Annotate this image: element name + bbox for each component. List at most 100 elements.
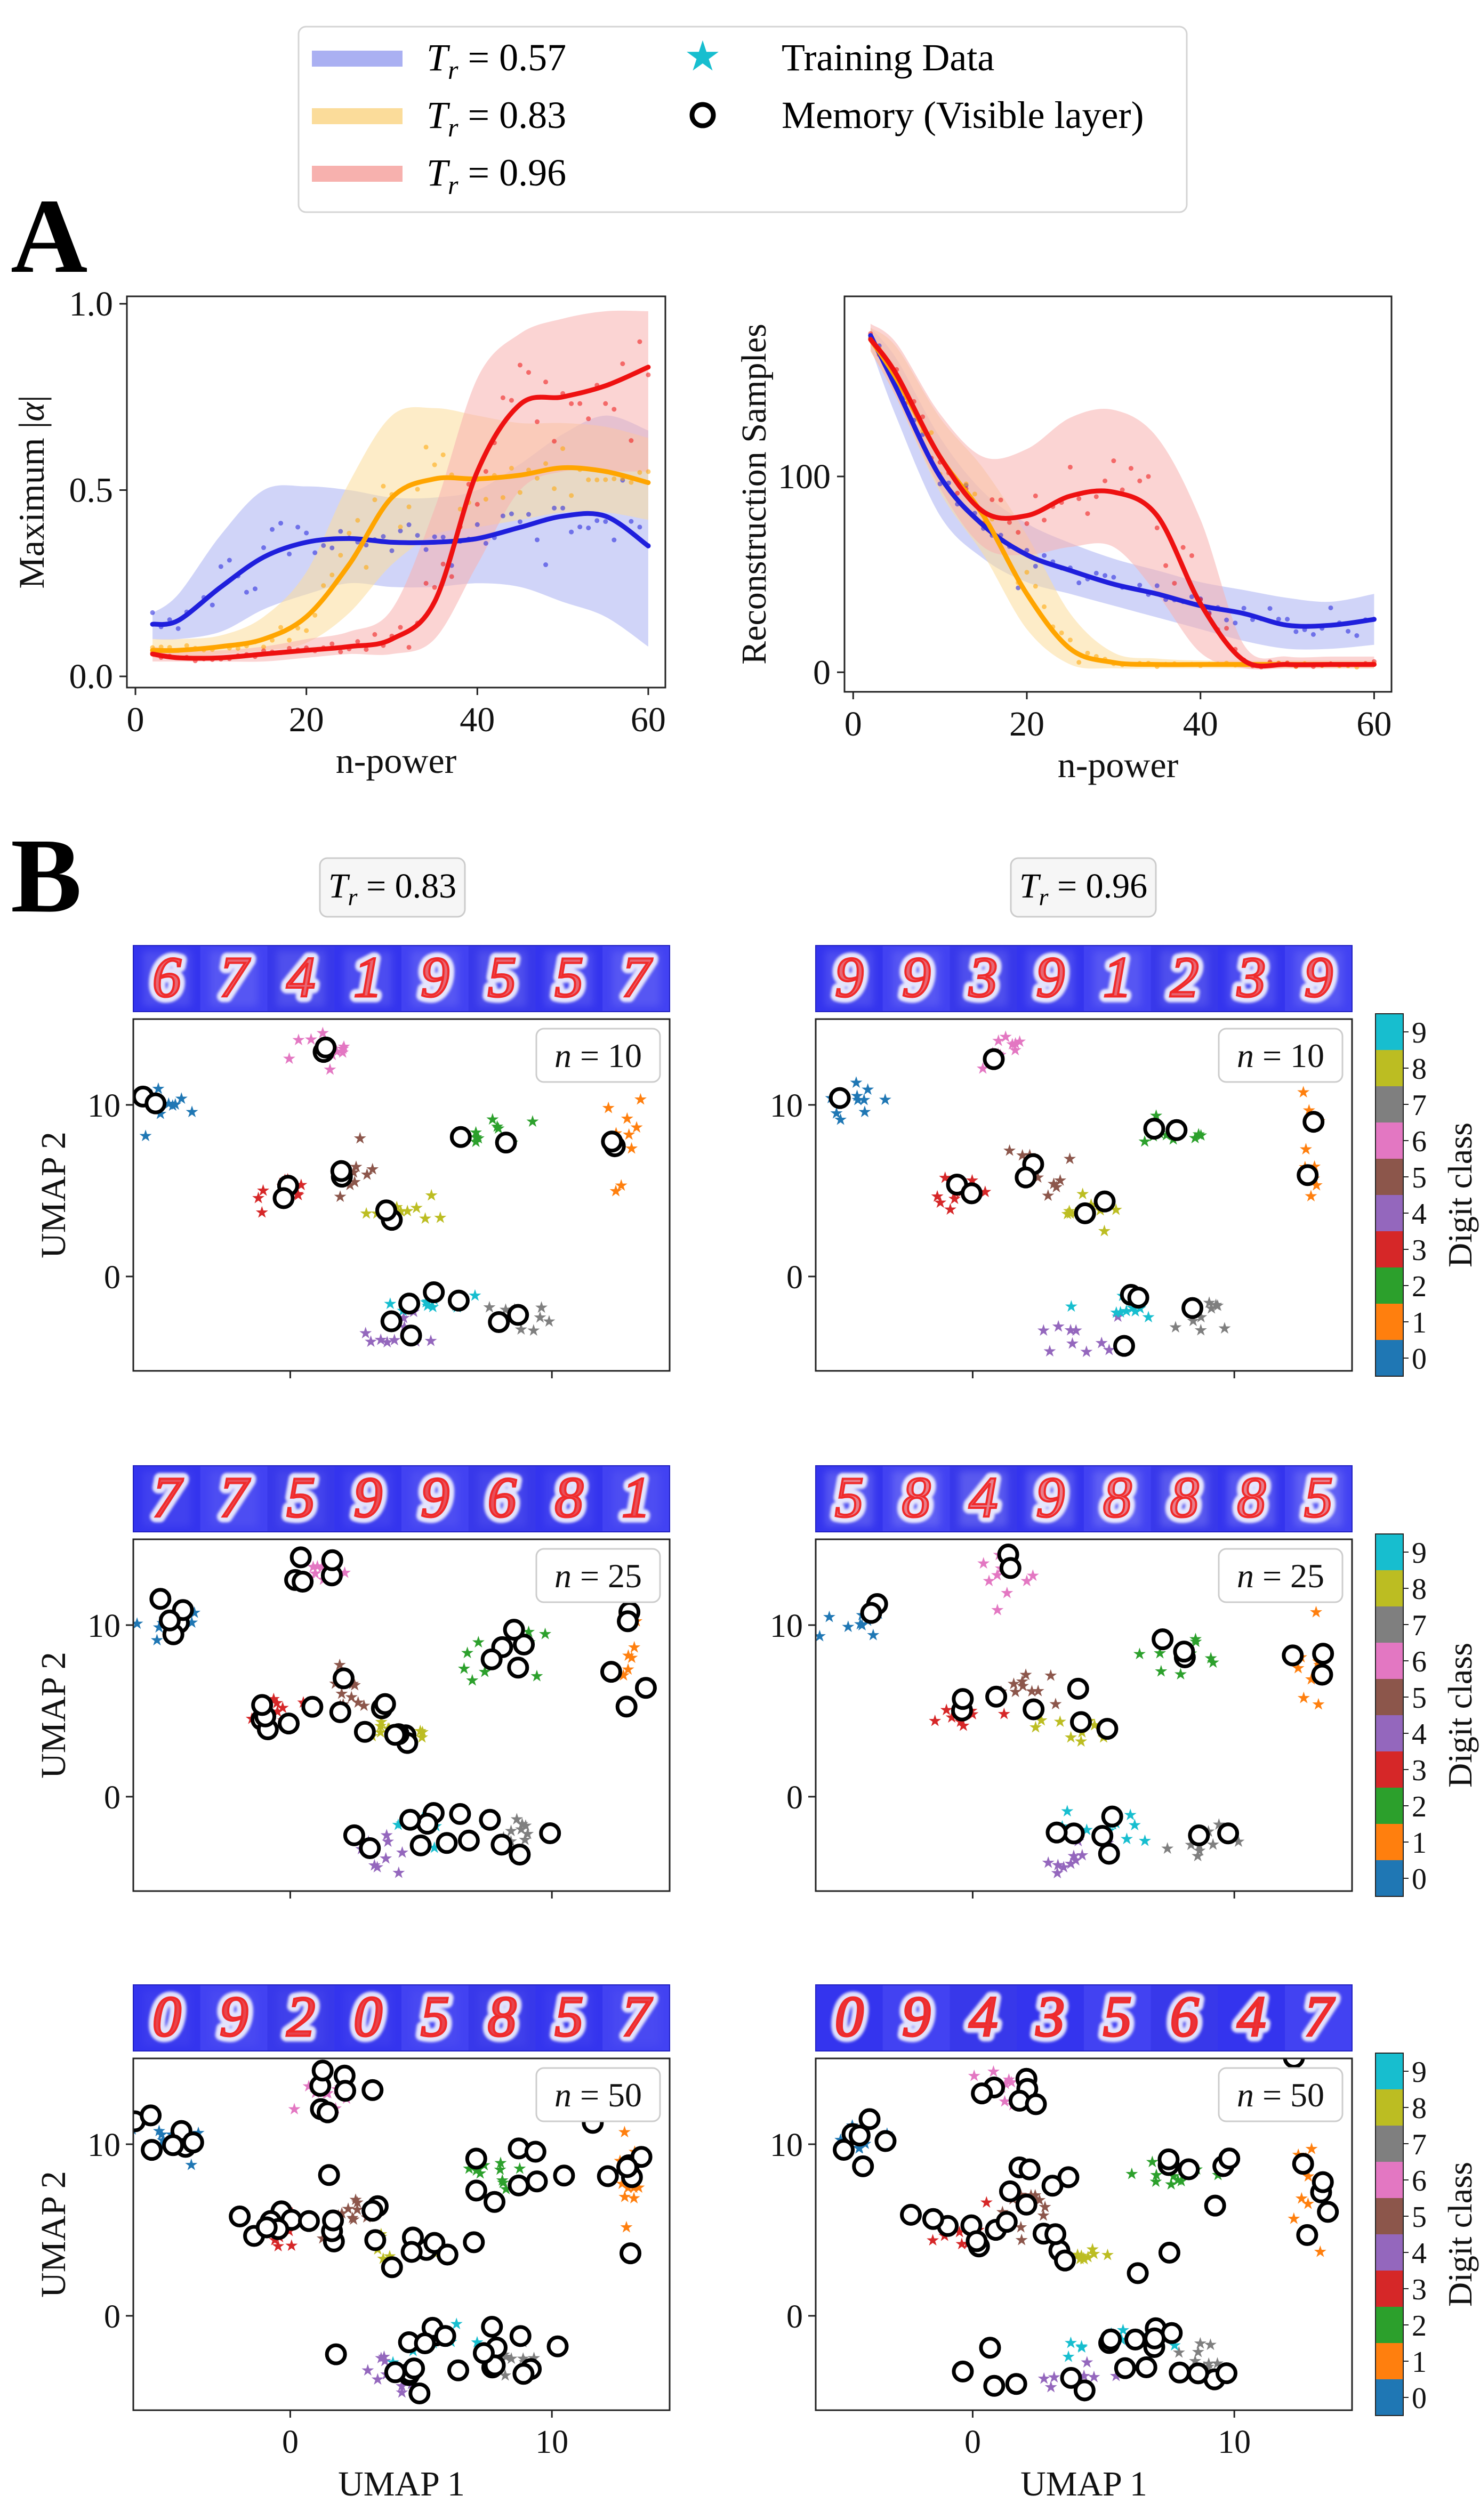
training-star: ★ (933, 1194, 947, 1211)
training-star: ★ (1164, 2176, 1178, 2193)
digit-glyph-glow: 5 (1103, 1985, 1132, 2048)
training-star: ★ (1085, 2241, 1100, 2258)
colorbar-label: Digit class (1441, 1643, 1479, 1788)
sample-dot-t083 (184, 643, 189, 648)
colorbar-tick-label: 1 (1412, 1827, 1427, 1860)
y-axis-label: Reconstruction Samples (735, 324, 774, 665)
sample-dot-t083 (372, 497, 377, 503)
sample-dot-t057 (218, 564, 223, 569)
digit-glyph: 1 (622, 1466, 650, 1529)
digit-glyph: 1 (1103, 946, 1132, 1009)
sample-dot-t057 (1328, 605, 1333, 610)
training-star: ★ (1113, 1304, 1128, 1321)
training-star: ★ (1080, 2354, 1094, 2371)
memory-circle (330, 1160, 352, 1182)
sample-dot-t057 (423, 547, 429, 552)
strip-frame (133, 1465, 670, 1532)
colorbar-tick-label: 6 (1412, 1645, 1427, 1678)
training-star: ★ (1047, 2369, 1061, 2386)
memory-circle (495, 1132, 517, 1154)
sample-dot-t057 (227, 558, 232, 563)
digit-glyph-glow: 9 (835, 946, 864, 1009)
digit-glyph: 7 (1304, 1985, 1335, 2048)
column-title-box-t096 (1010, 857, 1157, 918)
training-star: ★ (418, 1210, 432, 1227)
n-label: n = 50 (1237, 2076, 1324, 2114)
training-star: ★ (533, 1309, 548, 1326)
training-star: ★ (400, 1202, 415, 1220)
x-tick-label: 20 (289, 700, 324, 739)
training-star: ★ (1064, 1321, 1078, 1339)
memory-circle (1143, 1118, 1165, 1140)
sample-dot-t083 (646, 469, 651, 474)
legend-entry-t083: Tr = 0.83 (312, 94, 566, 142)
memory-circle (409, 1834, 432, 1856)
training-star: ★ (627, 1638, 641, 1656)
digit-haze (825, 951, 873, 1006)
training-star: ★ (849, 1074, 863, 1092)
digit-glyph-glow: 1 (353, 946, 382, 1009)
sample-dot-t083 (457, 506, 463, 512)
sample-dot-t057 (1033, 563, 1038, 569)
sample-dot-t096 (998, 497, 1003, 503)
plot-marks: ★★★★★★★★★★★★★★★★★★★★★★★★★★★★★★★★★★★★★★★★… (133, 1024, 648, 1351)
sample-dot-t083 (517, 490, 522, 495)
training-star: ★ (813, 1628, 827, 1645)
training-star: ★ (1077, 2251, 1091, 2268)
training-star: ★ (1075, 2339, 1089, 2356)
digit-glyph-glow: 9 (421, 946, 449, 1009)
training-star: ★ (1304, 1188, 1318, 1205)
memory-circle (507, 1657, 529, 1679)
sample-dot-t057 (1276, 617, 1281, 622)
digit-haze (143, 951, 191, 1006)
sample-dot-t096 (1067, 464, 1073, 470)
memory-circle (1169, 2361, 1191, 2384)
sample-dot-t096 (1224, 626, 1229, 631)
training-star: ★ (1081, 2248, 1095, 2266)
digit-glyph-glow: 4 (969, 1985, 998, 2048)
sample-dot-t083 (381, 483, 386, 489)
training-star: ★ (878, 1091, 892, 1109)
digit-glyph-glow: 9 (1036, 1466, 1065, 1529)
y-tick-label: 0 (786, 1780, 803, 1816)
sample-dot-t083 (278, 625, 284, 630)
colorbar-tick-label: 5 (1412, 2201, 1427, 2234)
sample-dot-t096 (440, 561, 446, 567)
y-axis-label: UMAP 2 (34, 1132, 73, 1258)
digit-glyph: 2 (1170, 946, 1199, 1009)
memory-circle (874, 2130, 897, 2152)
sample-dot-t083 (560, 446, 566, 451)
n-label: n = 50 (554, 2076, 642, 2114)
sample-dot-t083 (963, 481, 969, 487)
sample-dot-t057 (398, 528, 403, 534)
sample-dot-t057 (1346, 628, 1351, 634)
sample-dot-t096 (646, 372, 651, 377)
sample-dot-t083 (235, 645, 240, 651)
digit-glyph-glow: 4 (286, 946, 315, 1009)
sample-dot-t057 (1267, 606, 1273, 611)
digit-glyph: 9 (421, 1466, 449, 1529)
digit-haze (612, 1471, 660, 1526)
sample-dot-t057 (1076, 580, 1082, 586)
training-star: ★ (395, 1844, 409, 1862)
training-star: ★ (495, 2171, 510, 2189)
training-star: ★ (367, 1856, 382, 1874)
digit-haze (1160, 1471, 1209, 1526)
training-star: ★ (1031, 1683, 1045, 1700)
memory-circle (999, 1557, 1021, 1579)
memory-circle (1292, 2153, 1314, 2175)
training-star: ★ (601, 1100, 616, 1117)
memory-circle (1297, 1164, 1319, 1186)
digit-cell (1218, 1985, 1285, 2051)
memory-circle (900, 2203, 922, 2226)
sample-dot-t096 (586, 416, 591, 422)
memory-circle (852, 2155, 874, 2177)
colorbar-tick-label: 3 (1412, 1754, 1427, 1787)
training-star: ★ (1209, 1296, 1223, 1314)
digit-haze (1026, 951, 1074, 1006)
sample-dot-t083 (929, 430, 934, 435)
digit-haze (1160, 951, 1209, 1006)
training-star: ★ (371, 2371, 385, 2388)
digit-glyph: 7 (152, 1466, 183, 1529)
